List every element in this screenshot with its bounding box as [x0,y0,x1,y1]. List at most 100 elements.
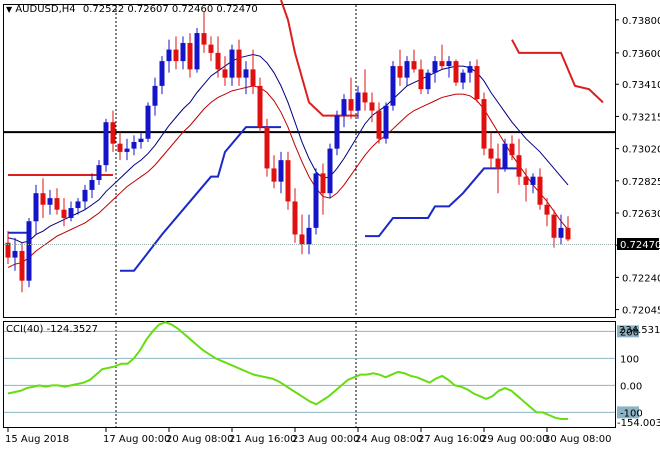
price-tick-label: 0.72825 [622,177,660,188]
candle-body [341,99,347,116]
price-tick-label: 0.73600 [622,49,660,60]
candle-body [474,66,480,100]
candle-body [411,61,417,70]
cci-min-label: -154.0035 [617,418,660,429]
candle-body [432,61,438,73]
candle-body [369,102,375,111]
candle-body [215,52,221,70]
candle-body [488,148,494,159]
symbol-dropdown-icon[interactable]: ▼ [6,5,13,14]
candle-body [201,33,207,45]
candle-body [495,158,501,169]
candle-body [40,193,46,205]
time-tick-label: 15 Aug 2018 [5,434,69,445]
candle-body [145,105,151,139]
candle-body [271,168,277,182]
candle-body [124,148,130,152]
candle-body [5,242,11,258]
ohlc-values: 0.72522 0.72607 0.72460 0.72470 [82,4,258,15]
candle-body [481,99,487,149]
candle-body [12,250,18,258]
time-tick-label: 30 Aug 08:00 [544,434,611,445]
candle-body [278,160,284,182]
candle-body [551,214,557,238]
candle-body [117,143,123,152]
channel-lines [8,0,604,272]
price-tick-label: 0.73410 [622,80,660,91]
candle-body [327,148,333,194]
candle-body [208,44,214,53]
candle-body [152,85,158,106]
cci-series [7,321,569,421]
blue-channel-line [365,167,519,238]
price-tick-label: 0.73020 [622,145,660,156]
candle-body [131,142,137,149]
candle-body [68,208,74,218]
cci-panel-frame [3,321,616,428]
red-channel-line [280,0,358,117]
candle-body [264,127,270,169]
candle-body [355,92,361,111]
candle-body [138,138,144,143]
time-tick-label: 29 Aug 00:00 [481,434,548,445]
time-tick-label: 21 Aug 16:00 [229,434,296,445]
candle-body [537,176,543,205]
candle-body [390,66,396,106]
current-price-label: 0.72470 [620,240,660,251]
candle-body [166,49,172,62]
candle-body [110,122,116,144]
blue-channel-line [120,126,281,272]
candle-body [75,201,81,209]
candle-body [523,176,529,185]
cci-level-label: 200 [620,327,639,338]
cci-level-label: -100 [620,408,643,419]
price-tick-label: 0.72045 [622,306,660,317]
candle-body [61,209,67,218]
candle-body [306,227,312,245]
candle-body [173,49,179,62]
current-price-box [617,238,659,250]
candle-body [509,143,515,156]
candle-body [236,49,242,78]
candle-body [33,193,39,222]
candle-body [439,61,445,67]
candle-body [243,69,249,78]
cci-level-box [617,406,639,419]
red-channel-line [511,39,604,104]
price-tick-label: 0.73215 [622,112,660,123]
cci-title: CCI(40) -124.3527 [6,324,98,335]
time-tick-label: 20 Aug 08:00 [166,434,233,445]
price-tick-label: 0.72630 [622,209,660,220]
candle-body [334,115,340,149]
candle-body [250,69,256,86]
candle-body [257,85,263,128]
candle-body [376,110,382,139]
candle-body [222,69,228,78]
candle-body [180,42,186,62]
price-tick-label: 0.72240 [622,273,660,284]
candle-body [516,155,522,177]
candle-body [348,99,354,111]
candle-body [446,61,452,67]
candle-body [82,189,88,202]
candle-body [54,198,60,210]
candle-body [103,122,109,166]
candle-body [96,165,102,180]
cci-level-lines: 200 100 0.00 -100 [4,325,643,419]
price-axis: 0.73800 0.73600 0.73410 0.73215 0.73020 0.728… [615,16,660,317]
candle-body [362,92,368,103]
time-tick-label: 17 Aug 00:00 [103,434,170,445]
candle-body [425,72,431,90]
candle-body [194,33,200,70]
candle-body [47,198,53,205]
candle-body [383,105,389,139]
candle-body [544,204,550,215]
time-tick-label: 27 Aug 16:00 [418,434,485,445]
candle-body [187,42,193,70]
price-panel-frame [3,4,616,318]
price-tick-label: 0.73800 [622,16,660,27]
candlesticks [5,11,571,293]
candle-body [418,69,424,90]
